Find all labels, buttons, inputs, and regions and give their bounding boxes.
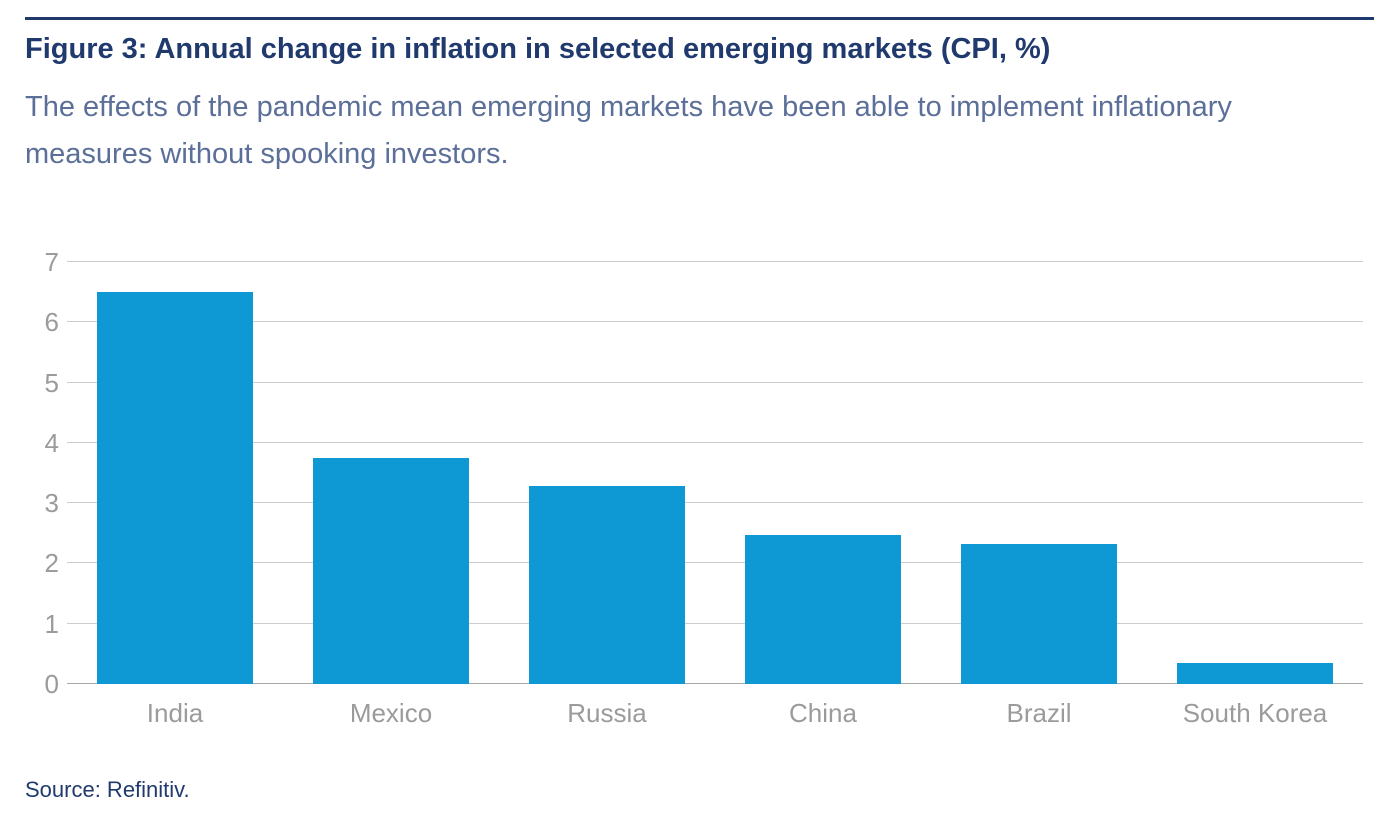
- figure-source: Source: Refinitiv.: [25, 777, 190, 802]
- y-axis-tick-label: 0: [44, 669, 59, 699]
- x-axis-category-label: South Korea: [1182, 698, 1328, 728]
- gridline: [67, 441, 1363, 443]
- top-rule-divider: [25, 17, 1374, 20]
- x-axis-category-label: Mexico: [349, 698, 433, 728]
- x-axis-category-label: India: [146, 698, 204, 728]
- y-axis-tick-label: 3: [44, 488, 59, 519]
- y-axis-tick-label: 1: [44, 608, 59, 639]
- x-axis-category-label: Russia: [567, 698, 647, 728]
- y-axis-tick-label: 6: [44, 307, 59, 338]
- gridline: [67, 622, 1363, 624]
- gridline: [67, 321, 1363, 323]
- bar-china: [745, 535, 901, 684]
- figure-title: Figure 3: Annual change in inflation in …: [25, 33, 1051, 65]
- y-axis-tick-label: 5: [44, 367, 59, 398]
- figure-subtitle: The effects of the pandemic mean emergin…: [25, 91, 1232, 170]
- gridline: [67, 261, 1363, 262]
- bar-chart-plot-area: 0 1 2 3 4 5 6 7 India Mexico Russia China Brazil Sout…: [25, 249, 1374, 726]
- bar-brazil: [961, 543, 1117, 684]
- y-axis-tick-label: 2: [44, 548, 59, 579]
- gridline: [67, 562, 1363, 564]
- gridline: [67, 381, 1363, 383]
- bar-india: [97, 292, 253, 684]
- x-axis-category-label: China: [789, 698, 857, 728]
- bar-mexico: [313, 457, 469, 684]
- y-axis-tick-label: 4: [44, 427, 59, 458]
- x-axis-baseline: [67, 683, 1363, 684]
- gridline: [67, 502, 1363, 504]
- bar-russia: [529, 486, 685, 684]
- x-axis-category-label: Brazil: [1006, 698, 1072, 728]
- bar-south-korea: [1177, 662, 1333, 684]
- y-axis-tick-label: 7: [44, 247, 59, 277]
